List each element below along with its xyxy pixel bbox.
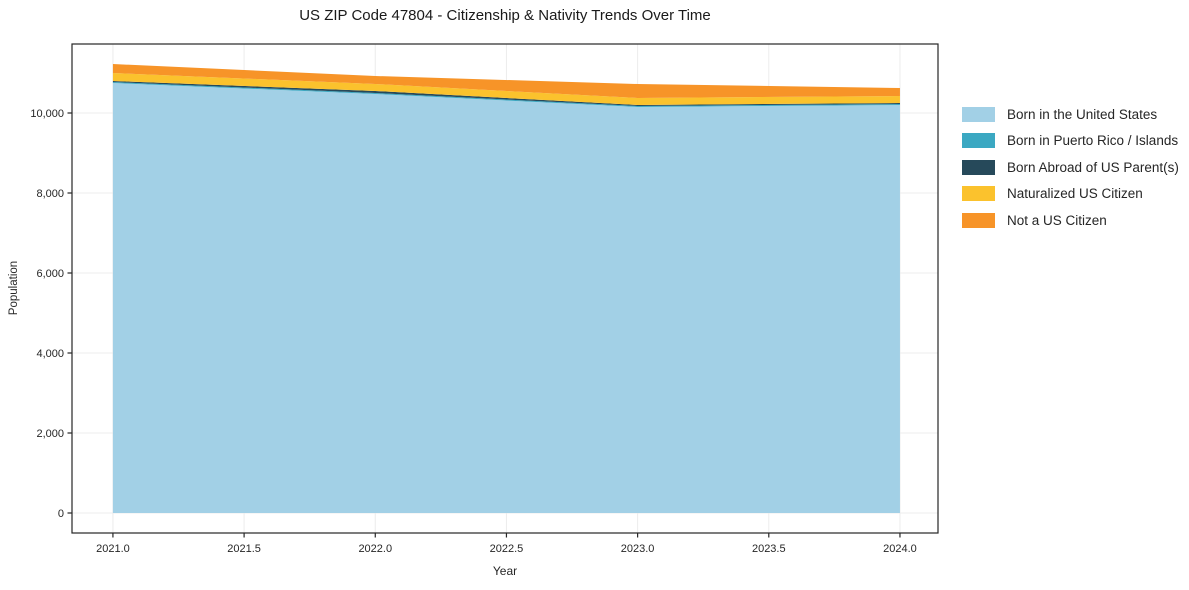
x-tick-label: 2024.0 [883,543,917,555]
legend-item: Naturalized US Citizen [962,181,1179,208]
x-axis-label: Year [492,564,518,578]
stacked-area-chart: 0 2,000 4,000 6,000 8,000 10,000 2021.0 2021.5 2… [30,43,939,555]
y-tick-label: 0 [58,508,64,520]
x-tick-label: 2021.0 [96,543,130,555]
x-tick-label: 2023.0 [621,543,655,555]
chart-title: US ZIP Code 47804 - Citizenship & Nativi… [299,7,711,24]
legend-swatch-icon [962,186,995,202]
area-series-3 [112,73,900,105]
legend-label: Born in the United States [1007,106,1158,122]
legend-item: Born Abroad of US Parent(s) [962,154,1179,181]
legend-swatch-icon [962,159,995,175]
legend-swatch-icon [962,106,995,122]
legend-item: Not a US Citizen [962,207,1179,234]
y-tick-label: 4,000 [36,348,64,360]
area-series-0 [112,83,900,513]
y-axis-label: Population [8,260,20,316]
x-tick-label: 2022.0 [358,543,392,555]
y-tick-label: 6,000 [36,268,64,280]
x-tick-label: 2022.5 [490,543,524,555]
y-tick-label: 2,000 [36,428,64,440]
legend-swatch-icon [962,133,995,149]
legend-label: Born in Puerto Rico / Islands [1007,133,1179,149]
legend-label: Naturalized US Citizen [1007,186,1143,202]
legend-item: Born in Puerto Rico / Islands [962,128,1179,155]
legend: Born in the United States Born in Puerto… [962,101,1179,234]
plot-border [71,43,939,534]
legend-label: Not a US Citizen [1007,212,1107,228]
y-tick-label: 8,000 [36,188,64,200]
legend-item: Born in the United States [962,101,1179,128]
x-tick-label: 2023.5 [752,543,786,555]
area-series-4 [112,64,900,98]
legend-swatch-icon [962,212,995,228]
y-tick-label: 10,000 [30,108,64,120]
x-tick-label: 2021.5 [227,543,261,555]
legend-label: Born Abroad of US Parent(s) [1007,159,1179,175]
